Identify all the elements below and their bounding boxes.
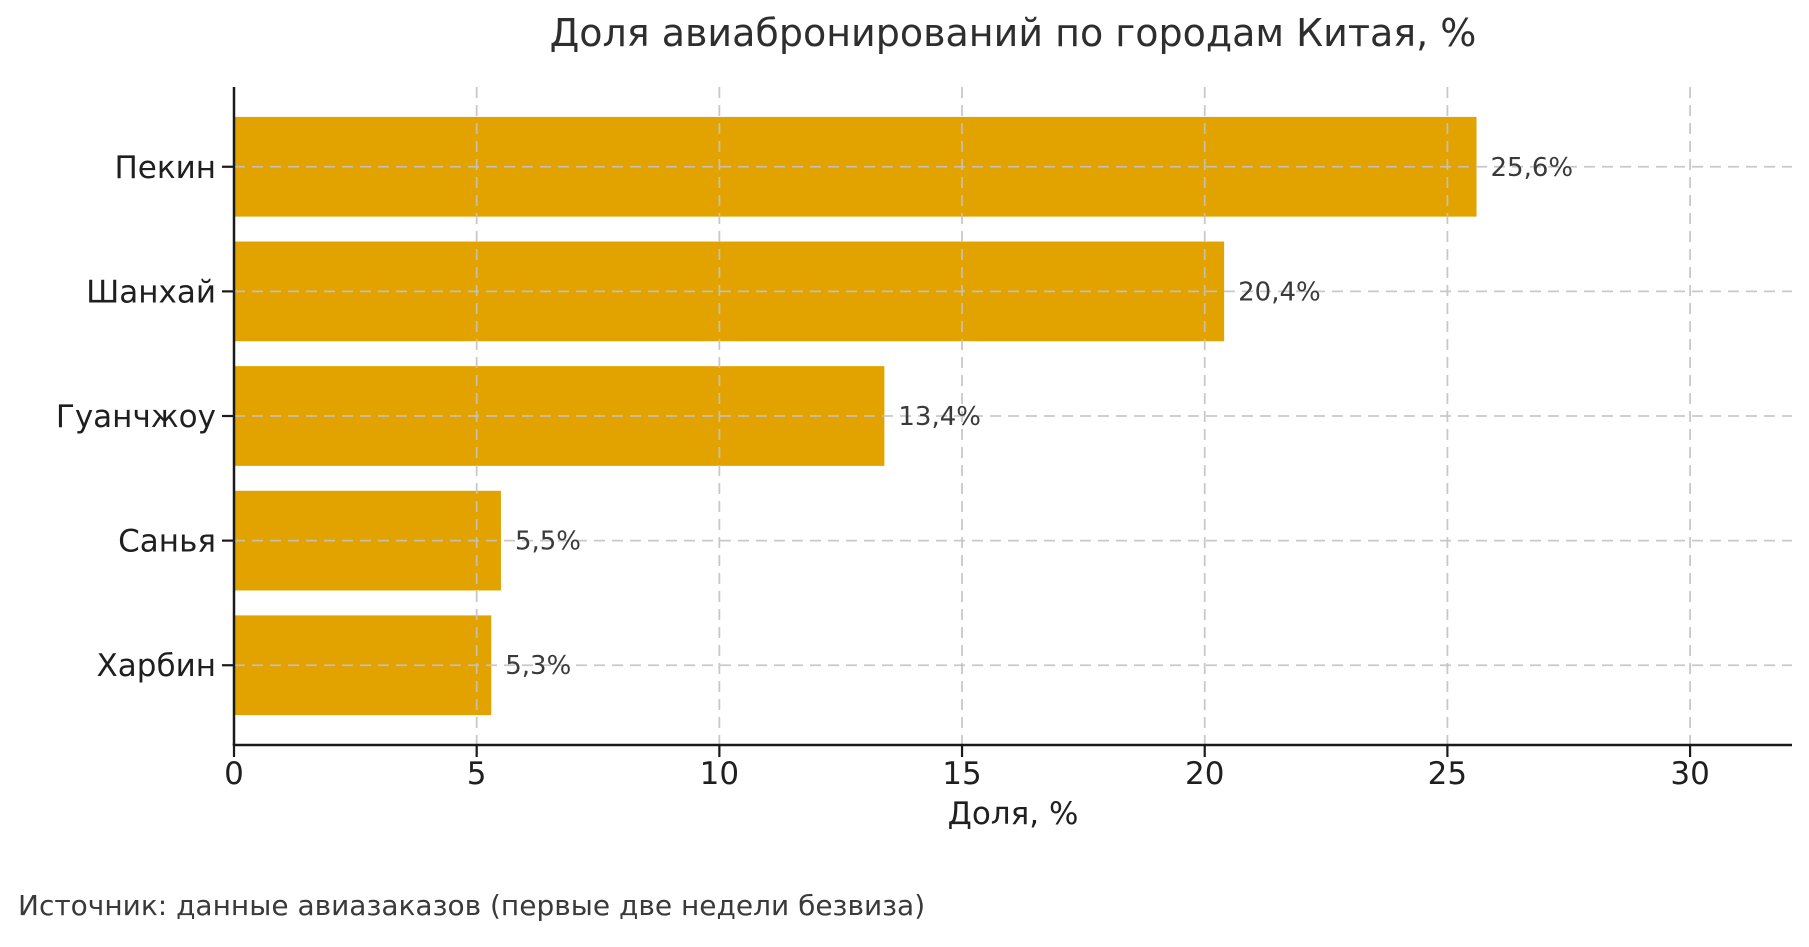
value-label-Шанхай: 20,4%: [1238, 277, 1321, 307]
category-label-Пекин: Пекин: [114, 150, 216, 186]
x-axis-label: Доля, %: [948, 796, 1079, 832]
category-label-Шанхай: Шанхай: [86, 274, 216, 310]
x-tick-label-20: 20: [1185, 756, 1224, 792]
x-tick-label-25: 25: [1428, 756, 1467, 792]
source-note: Источник: данные авиазаказов (первые две…: [18, 889, 926, 922]
x-tick-label-15: 15: [942, 756, 981, 792]
x-tick-label-30: 30: [1670, 756, 1709, 792]
category-label-Харбин: Харбин: [97, 648, 216, 684]
x-tick-label-10: 10: [700, 756, 739, 792]
value-label-Харбин: 5,3%: [505, 651, 571, 681]
category-label-Гуанчжоу: Гуанчжоу: [56, 399, 216, 435]
value-label-Пекин: 25,6%: [1491, 153, 1574, 183]
category-label-Санья: Санья: [118, 524, 216, 560]
x-tick-label-0: 0: [224, 756, 244, 792]
chart-title: Доля авиабронирований по городам Китая, …: [549, 11, 1477, 55]
value-label-Гуанчжоу: 13,4%: [898, 402, 981, 432]
x-tick-label-5: 5: [467, 756, 487, 792]
value-label-Санья: 5,5%: [515, 527, 581, 557]
